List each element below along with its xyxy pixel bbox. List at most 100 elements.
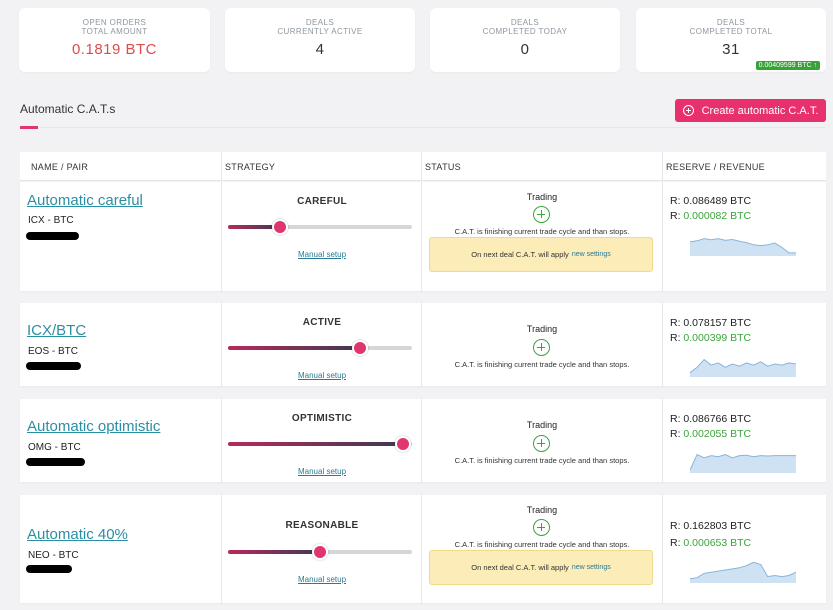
redacted-bar bbox=[26, 362, 81, 370]
status-text: Trading bbox=[526, 324, 558, 334]
status-message: C.A.T. is finishing current trade cycle … bbox=[454, 227, 630, 236]
column-separator bbox=[662, 182, 663, 291]
column-separator bbox=[662, 303, 663, 386]
strategy-slider-thumb[interactable] bbox=[394, 436, 411, 452]
plus-circle-icon[interactable] bbox=[533, 206, 550, 223]
stat-card-completed-total: DEALS COMPLETED TOTAL 31 0.00409599 BTC … bbox=[636, 8, 826, 72]
stat-card-active-deals: DEALS CURRENTLY ACTIVE 4 bbox=[225, 8, 415, 72]
strategy-slider-fill bbox=[228, 442, 403, 446]
sparkline-line bbox=[690, 358, 796, 374]
reserve-prefix: R: bbox=[670, 317, 684, 329]
notice-text: On next deal C.A.T. will apply bbox=[471, 250, 569, 259]
new-settings-link[interactable]: new settings bbox=[571, 564, 611, 571]
column-separator bbox=[421, 152, 422, 180]
reserve-value: R: 0.078157 BTC bbox=[670, 317, 751, 329]
column-separator bbox=[421, 399, 422, 482]
sparkline-line bbox=[690, 238, 796, 254]
plus-circle-icon[interactable] bbox=[533, 519, 550, 536]
reserve-prefix: R: bbox=[670, 520, 684, 532]
column-header-reserve-revenue: RESERVE / REVENUE bbox=[666, 162, 765, 172]
create-button-label: Create automatic C.A.T. bbox=[701, 104, 819, 117]
stat-value: 4 bbox=[315, 41, 325, 58]
reserve-prefix: R: bbox=[670, 195, 684, 207]
stat-label: OPEN ORDERS TOTAL AMOUNT bbox=[19, 18, 210, 36]
cat-name-link[interactable]: Automatic 40% bbox=[27, 526, 128, 543]
cat-name-link[interactable]: Automatic careful bbox=[27, 192, 143, 209]
revenue-value: R: 0.000082 BTC bbox=[670, 210, 751, 222]
stat-label-line2: CURRENTLY ACTIVE bbox=[277, 27, 363, 36]
pair-quote: BTC bbox=[58, 346, 79, 357]
stat-label: DEALS COMPLETED TOTAL bbox=[636, 18, 826, 36]
column-separator bbox=[421, 495, 422, 603]
sparkline-area bbox=[690, 238, 796, 256]
strategy-slider[interactable] bbox=[228, 436, 412, 452]
column-separator bbox=[221, 182, 222, 291]
section-title-underline bbox=[20, 126, 38, 129]
cat-pair: OMG - BTC bbox=[28, 442, 81, 453]
column-separator bbox=[421, 303, 422, 386]
column-header-name: NAME / PAIR bbox=[31, 162, 89, 172]
redacted-bar bbox=[26, 232, 79, 240]
strategy-slider-thumb[interactable] bbox=[271, 219, 288, 235]
strategy-slider[interactable] bbox=[228, 219, 412, 235]
status-message: C.A.T. is finishing current trade cycle … bbox=[454, 360, 630, 369]
plus-circle-icon[interactable] bbox=[533, 435, 550, 452]
revenue-prefix: R: bbox=[670, 428, 684, 440]
new-settings-link[interactable]: new settings bbox=[571, 251, 611, 258]
pair-base: ICX bbox=[28, 215, 45, 226]
column-separator bbox=[662, 399, 663, 482]
plus-circle-icon[interactable] bbox=[533, 339, 550, 356]
table-row: Automatic 40% NEO - BTC REASONABLE Manua… bbox=[20, 495, 826, 603]
pair-quote: BTC bbox=[53, 215, 74, 226]
strategy-label: REASONABLE bbox=[285, 520, 359, 531]
stat-label-line2: TOTAL AMOUNT bbox=[81, 27, 148, 36]
cat-pair: EOS - BTC bbox=[28, 346, 78, 357]
status-text: Trading bbox=[526, 192, 558, 202]
cat-name-link[interactable]: ICX/BTC bbox=[27, 322, 87, 339]
strategy-slider[interactable] bbox=[228, 340, 412, 356]
column-separator bbox=[662, 495, 663, 603]
manual-setup-link[interactable]: Manual setup bbox=[297, 575, 347, 584]
table-row: Automatic careful ICX - BTC CAREFUL Manu… bbox=[20, 182, 826, 291]
manual-setup-link[interactable]: Manual setup bbox=[297, 467, 347, 476]
table-header: NAME / PAIR STRATEGY STATUS RESERVE / RE… bbox=[20, 152, 826, 181]
stat-label-line1: DEALS bbox=[510, 18, 540, 27]
status-message: C.A.T. is finishing current trade cycle … bbox=[454, 540, 630, 549]
sparkline-area bbox=[690, 562, 796, 583]
column-separator bbox=[221, 495, 222, 603]
revenue-prefix: R: bbox=[670, 210, 684, 222]
status-message: C.A.T. is finishing current trade cycle … bbox=[454, 456, 630, 465]
reserve-value: R: 0.086489 BTC bbox=[670, 195, 751, 207]
strategy-slider[interactable] bbox=[228, 544, 412, 560]
pair-base: EOS bbox=[28, 346, 50, 357]
cat-name-link[interactable]: Automatic optimistic bbox=[27, 418, 161, 435]
stat-label: DEALS CURRENTLY ACTIVE bbox=[225, 18, 415, 36]
status-text: Trading bbox=[526, 420, 558, 430]
strategy-slider-fill bbox=[228, 225, 280, 229]
strategy-slider-thumb[interactable] bbox=[312, 544, 328, 560]
column-header-status: STATUS bbox=[425, 162, 461, 172]
status-text: Trading bbox=[526, 505, 558, 515]
create-automatic-cat-button[interactable]: Create automatic C.A.T. bbox=[675, 99, 826, 122]
manual-setup-link[interactable]: Manual setup bbox=[297, 250, 347, 259]
revenue-badge: 0.00409599 BTC ↑ bbox=[755, 61, 820, 70]
pair-quote: BTC bbox=[58, 550, 79, 561]
stat-label-line2: COMPLETED TODAY bbox=[482, 27, 568, 36]
plus-circle-icon bbox=[682, 105, 694, 116]
sparkline-area bbox=[690, 359, 796, 377]
column-separator bbox=[221, 303, 222, 386]
stat-value: 0.1819 BTC bbox=[71, 41, 158, 58]
section-divider bbox=[40, 127, 825, 128]
stat-value: 31 bbox=[722, 41, 740, 58]
pair-separator: - bbox=[49, 346, 59, 357]
strategy-slider-thumb[interactable] bbox=[352, 340, 369, 356]
pair-separator: - bbox=[51, 442, 61, 453]
revenue-amount: 0.002055 BTC bbox=[683, 428, 752, 440]
sparkline-line bbox=[690, 561, 796, 580]
pair-base: OMG bbox=[28, 442, 52, 453]
stat-card-completed-today: DEALS COMPLETED TODAY 0 bbox=[430, 8, 620, 72]
pair-quote: BTC bbox=[60, 442, 81, 453]
strategy-label: OPTIMISTIC bbox=[291, 413, 353, 424]
revenue-sparkline bbox=[690, 358, 796, 377]
manual-setup-link[interactable]: Manual setup bbox=[297, 371, 347, 380]
